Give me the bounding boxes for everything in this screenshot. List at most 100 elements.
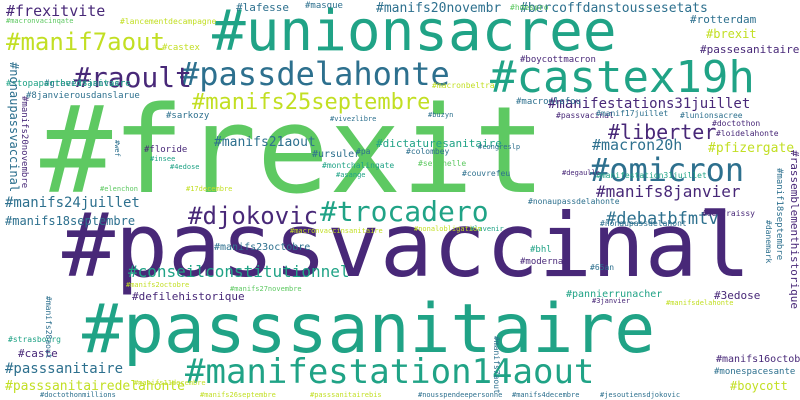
hashtag-word: #3edose bbox=[714, 289, 761, 302]
hashtag-word: #buzyn bbox=[428, 111, 454, 119]
hashtag-word: #passsanitairebis bbox=[310, 391, 382, 399]
hashtag-word: #4edose bbox=[170, 163, 200, 171]
hashtag-word: #hdespro bbox=[510, 3, 549, 12]
hashtag-word: #manifs11decembre bbox=[134, 379, 206, 387]
hashtag-word: #boycottmacron bbox=[520, 55, 596, 65]
hashtag-word: #frexit bbox=[40, 82, 546, 221]
hashtag-word: #asange bbox=[336, 171, 366, 179]
hashtag-word: #pannierrunacher bbox=[566, 289, 663, 300]
hashtag-word: #65an bbox=[590, 263, 615, 272]
hashtag-word: #castex19h bbox=[490, 52, 755, 103]
hashtag-word: #manifs25septembre bbox=[192, 90, 431, 115]
hashtag-word: #debatbfmtv bbox=[606, 209, 719, 229]
hashtag-word: #seychelle bbox=[418, 159, 467, 168]
hashtag-word: #macron20h bbox=[592, 136, 683, 154]
hashtag-word: #greve13janvier bbox=[44, 79, 126, 89]
hashtag-word: #manifs8janvier bbox=[596, 182, 741, 201]
hashtag-word: #manifs27novembre bbox=[230, 285, 302, 293]
hashtag-word: #strasbourg bbox=[8, 335, 61, 344]
hashtag-word: #liberter bbox=[608, 120, 717, 144]
hashtag-word: #manifs18septembre bbox=[5, 214, 136, 228]
hashtag-word: #manifs4decembre bbox=[512, 391, 580, 399]
hashtag-word: #defilehistorique bbox=[132, 290, 245, 303]
hashtag-word: #raoult bbox=[74, 61, 193, 94]
hashtag-word: #passsanitaire bbox=[82, 290, 656, 369]
hashtag-word: #insee bbox=[150, 155, 176, 163]
hashtag-word: #manifs28aout bbox=[44, 296, 53, 359]
hashtag-word: #conseilconstitutionnel bbox=[128, 262, 350, 281]
hashtag-word: #macronlefou bbox=[516, 97, 582, 107]
hashtag-word: #nonaupassdelahonte bbox=[528, 197, 620, 206]
hashtag-word: #passdelahonte bbox=[180, 55, 450, 93]
hashtag-word: #stopapartheidsanitaire bbox=[6, 79, 131, 89]
hashtag-word: #passvacinal bbox=[556, 111, 614, 120]
hashtag-word: #lafesse bbox=[236, 1, 289, 14]
hashtag-word: #boycott bbox=[730, 379, 788, 393]
hashtag-word: #passsanitairedelahonte bbox=[5, 379, 186, 394]
hashtag-word: #monespacesante bbox=[714, 367, 796, 377]
hashtag-word: #macronvaccinsanitaire bbox=[290, 227, 383, 235]
hashtag-word: #bercoffdanstoussesetats bbox=[520, 1, 708, 16]
hashtag-word: #delfraissy bbox=[702, 209, 755, 218]
hashtag-word: #manif17juillet bbox=[596, 109, 669, 118]
hashtag-word: #manifs20novembr bbox=[376, 1, 502, 16]
hashtag-word: #rotterdam bbox=[690, 13, 757, 26]
hashtag-word: #nonalobligation bbox=[414, 225, 482, 233]
hashtag-word: #omicron bbox=[590, 151, 745, 189]
hashtag-word: #congreslp bbox=[478, 143, 521, 151]
hashtag-word: #macronvacinqate bbox=[6, 17, 74, 25]
hashtag-word: #doctothonmillions bbox=[40, 391, 116, 399]
hashtag-word: #rassemblementhistorique bbox=[788, 150, 800, 309]
hashtag-word: #macronbeltra bbox=[432, 81, 495, 90]
hashtag-word: #manifs7aout bbox=[492, 336, 501, 394]
hashtag-word: #unionsacree bbox=[212, 0, 617, 64]
hashtag-word: #lavenir bbox=[470, 225, 504, 233]
hashtag-word: #lunionsacree bbox=[680, 111, 743, 120]
hashtag-word: #montchalingate bbox=[322, 161, 395, 170]
hashtag-word: #djokovic bbox=[188, 202, 319, 230]
hashtag-word: #castex bbox=[162, 43, 200, 53]
hashtag-word: #jesoutiensdjokovic bbox=[600, 391, 681, 399]
hashtag-word: #manifs21aout bbox=[214, 135, 316, 150]
hashtag-word: #pfizergate bbox=[708, 141, 795, 156]
hashtag-word: #passesanitaire bbox=[700, 43, 800, 56]
hashtag-word: #manifs16octobre bbox=[716, 354, 800, 365]
hashtag-word: #caste bbox=[18, 347, 58, 360]
hashtag-word: #colombey bbox=[406, 147, 450, 156]
hashtag-word: #lancementdecampagne bbox=[120, 17, 217, 26]
hashtag-word: #moderna bbox=[520, 257, 564, 267]
hashtag-word: #manifs2octobre bbox=[126, 281, 190, 289]
hashtag-word: #passsanitaire bbox=[5, 361, 124, 377]
hashtag-word: #nonaupassdelahont bbox=[600, 219, 687, 228]
hashtag-word: #degaulle bbox=[562, 169, 600, 177]
hashtag-word: #manifs24juillet bbox=[5, 195, 140, 211]
hashtag-word: #manifestation31juillet bbox=[596, 171, 707, 180]
hashtag-word: #loidelahonte bbox=[716, 129, 779, 138]
hashtag-word: #elenchon bbox=[100, 185, 138, 193]
hashtag-word: #manifestations31juillet bbox=[548, 96, 751, 112]
hashtag-word: #pa bbox=[356, 147, 371, 156]
hashtag-word: #manifsdelahonte bbox=[666, 299, 734, 307]
hashtag-word: #vivezlibre bbox=[330, 115, 377, 123]
hashtag-word: #sarkozy bbox=[166, 111, 210, 121]
hashtag-word: #doctothon bbox=[712, 119, 761, 128]
hashtag-word: #manifestation14aout bbox=[185, 352, 595, 392]
hashtag-word: #ursuler bbox=[312, 149, 361, 160]
hashtag-word: #bhl bbox=[530, 245, 552, 255]
hashtag-word: #floride bbox=[144, 145, 188, 155]
hashtag-word: #dictaturesanitaire bbox=[376, 137, 502, 150]
hashtag-word: #passvaccinal bbox=[62, 194, 751, 297]
hashtag-word: #wef bbox=[113, 140, 121, 157]
hashtag-word: #manifs20novembre bbox=[19, 96, 29, 189]
hashtag-word: #manifs26septembre bbox=[200, 391, 276, 399]
hashtag-word: #8janvierousdanslarue bbox=[26, 91, 140, 101]
hashtag-word: #frexitvite bbox=[6, 2, 106, 20]
hashtag-word: #trocadero bbox=[320, 195, 489, 228]
hashtag-word: #couvrefeu bbox=[462, 169, 511, 178]
hashtag-word: #3janvier bbox=[592, 297, 630, 305]
hashtag-word: #17decembre bbox=[186, 185, 233, 193]
hashtag-word: #nousspendeepersonne bbox=[418, 391, 503, 399]
hashtag-word: #manifs23octobre bbox=[214, 242, 311, 253]
hashtag-word: #danemark bbox=[764, 220, 773, 264]
